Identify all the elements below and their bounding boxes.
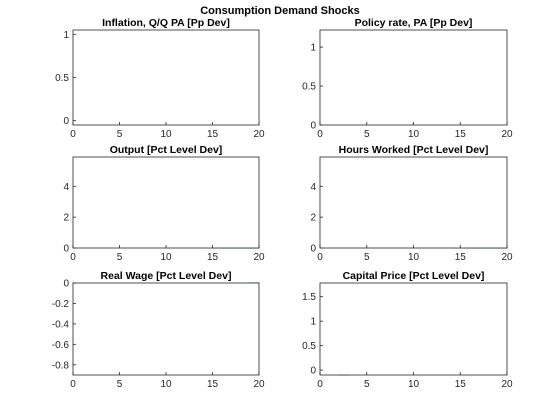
subplot-title: Real Wage [Pct Level Dev] [101,270,232,282]
y-tick-label: 0 [63,244,69,255]
y-tick-label: -0.2 [52,299,70,310]
x-tick-label: 20 [253,252,265,263]
y-tick-label: 2 [310,213,316,224]
x-tick-label: 10 [160,129,172,140]
subplot-5: 0 5 10 15 20 -0.8 -0.6 -0.4 -0.2 0 Real Wage [Pct … [52,270,265,390]
y-tick-label: 0.5 [55,73,69,84]
y-tick-label: 1.5 [302,292,316,303]
y-tick-label: 0.5 [302,82,316,93]
figure-title: Consumption Demand Shocks [200,5,360,17]
subplot-title: Capital Price [Pct Level Dev] [343,270,485,282]
x-tick-label: 5 [364,129,370,140]
x-tick-label: 15 [207,129,219,140]
axes-box [72,156,260,249]
y-tick-label: 0 [310,244,316,255]
x-tick-label: 15 [207,379,219,390]
x-tick-label: 10 [408,379,420,390]
y-tick-label: 0.5 [302,341,316,352]
x-tick-label: 10 [160,252,172,263]
x-tick-label: 20 [501,252,513,263]
x-tick-label: 5 [117,379,123,390]
y-tick-label: -0.4 [52,319,70,330]
y-tick-label: 0 [63,279,69,290]
y-tick-label: 0 [310,366,316,377]
x-tick-label: 15 [455,252,467,263]
y-tick-label: 0 [63,116,69,127]
subplot-title: Hours Worked [Pct Level Dev] [339,144,489,156]
subplot-3: 0 5 10 15 20 0 2 4 Output [Pct Level Dev] [63,144,265,263]
x-tick-label: 10 [160,379,172,390]
y-tick-label: 0 [310,121,316,132]
x-tick-label: 5 [117,252,123,263]
subplot-2: 0 5 10 15 20 0 0.5 1 Policy rate, PA [Pp Dev] [302,17,513,140]
x-tick-label: 0 [317,129,323,140]
y-tick-label: 1 [310,43,316,54]
x-tick-label: 20 [253,129,265,140]
axes-box [319,29,508,126]
subplot-4: 0 5 10 15 20 0 2 4 Hours Worked [Pct Level Dev] [310,144,513,263]
x-tick-label: 20 [253,379,265,390]
y-tick-label: -0.8 [52,360,70,371]
y-tick-label: 1 [63,30,69,41]
x-tick-label: 0 [317,379,323,390]
x-tick-label: 15 [455,129,467,140]
y-tick-label: -0.6 [52,340,70,351]
axes-box [319,156,508,249]
axes-box [319,282,508,376]
subplot-title: Inflation, Q/Q PA [Pp Dev] [102,17,230,29]
x-tick-label: 10 [408,129,420,140]
subplot-1: 0 5 10 15 20 0 0.5 1 Inflation, Q/Q PA [Pp Dev] [55,17,265,140]
y-tick-label: 4 [63,182,69,193]
subplot-title: Output [Pct Level Dev] [110,144,223,156]
x-tick-label: 0 [70,129,76,140]
y-tick-label: 4 [310,182,316,193]
x-tick-label: 10 [408,252,420,263]
x-tick-label: 0 [317,252,323,263]
y-tick-label: 1 [310,317,316,328]
y-tick-label: 2 [63,213,69,224]
x-tick-label: 0 [70,379,76,390]
x-tick-label: 5 [117,129,123,140]
x-tick-label: 15 [455,379,467,390]
x-tick-label: 20 [501,379,513,390]
x-tick-label: 15 [207,252,219,263]
x-tick-label: 5 [364,379,370,390]
x-tick-label: 5 [364,252,370,263]
x-tick-label: 20 [501,129,513,140]
subplot-6: 0 5 10 15 20 0 0.5 1 1.5 Capital Price [Pct Level… [302,270,513,390]
axes-box [72,282,260,376]
subplot-title: Policy rate, PA [Pp Dev] [355,17,473,29]
x-tick-label: 0 [70,252,76,263]
axes-box [72,29,260,126]
